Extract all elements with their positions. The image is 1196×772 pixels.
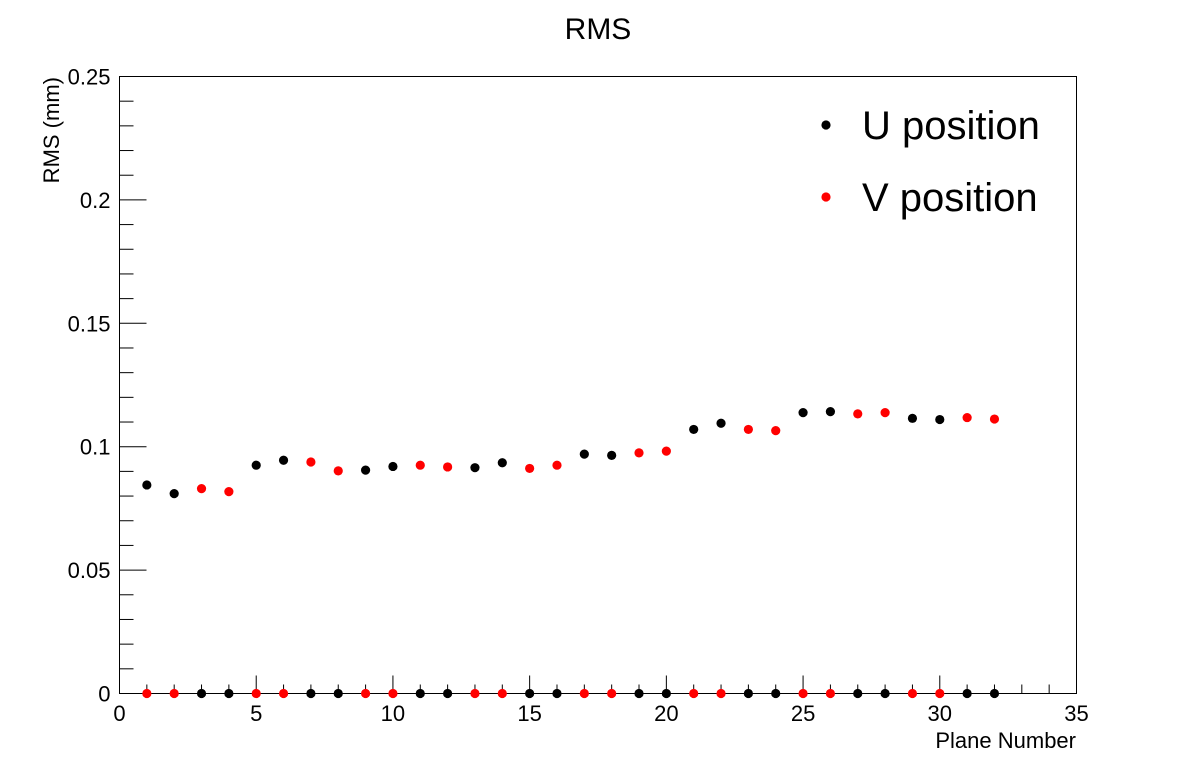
v-position-point bbox=[278, 688, 289, 699]
v-position-point bbox=[443, 462, 453, 472]
v-position-point bbox=[415, 460, 425, 470]
y-tick-label: 0.1 bbox=[80, 435, 111, 460]
u-position-point bbox=[251, 460, 261, 470]
legend: U position V position bbox=[821, 104, 1040, 220]
x-tick-label: 20 bbox=[654, 701, 678, 726]
v-position-point bbox=[169, 688, 179, 699]
v-position-point bbox=[196, 484, 207, 494]
u-position-point bbox=[579, 449, 589, 459]
v-position-point bbox=[607, 688, 617, 699]
legend-marker-v-position bbox=[821, 192, 831, 202]
data-points bbox=[142, 407, 1000, 699]
u-position-point bbox=[962, 688, 972, 699]
v-position-point bbox=[798, 688, 808, 699]
x-tick-label: 15 bbox=[517, 701, 541, 726]
u-position-point bbox=[388, 461, 398, 472]
legend-label-u-position: U position bbox=[862, 104, 1040, 148]
v-position-point bbox=[853, 409, 863, 419]
v-position-point bbox=[525, 463, 535, 474]
v-position-point bbox=[935, 688, 945, 699]
v-position-point bbox=[743, 424, 753, 435]
x-tick-label: 35 bbox=[1064, 701, 1088, 726]
u-position-point bbox=[825, 407, 836, 417]
v-position-point bbox=[579, 688, 589, 699]
v-position-point bbox=[470, 688, 480, 699]
v-position-point bbox=[634, 448, 644, 458]
v-position-point bbox=[251, 688, 261, 699]
x-axis-label: Plane Number bbox=[935, 728, 1076, 753]
v-position-point bbox=[497, 688, 507, 699]
u-position-point bbox=[798, 408, 808, 418]
v-position-point bbox=[962, 412, 972, 423]
u-position-point bbox=[771, 688, 781, 699]
u-position-point bbox=[907, 413, 918, 423]
v-position-point bbox=[716, 688, 726, 699]
u-position-point bbox=[497, 458, 507, 468]
v-position-point bbox=[142, 688, 152, 699]
v-position-point bbox=[333, 466, 343, 476]
legend-marker-u-position bbox=[821, 120, 831, 130]
plot-frame bbox=[119, 76, 1077, 694]
u-position-point bbox=[525, 688, 535, 699]
u-position-point bbox=[716, 418, 726, 428]
u-position-point bbox=[935, 414, 945, 425]
v-position-point bbox=[989, 414, 1000, 424]
y-tick-label: 0.05 bbox=[68, 558, 111, 583]
u-position-point bbox=[607, 450, 617, 460]
x-tick-label: 0 bbox=[113, 701, 125, 726]
chart-title: RMS bbox=[565, 13, 632, 46]
v-position-point bbox=[689, 688, 699, 699]
x-tick-label: 25 bbox=[791, 701, 815, 726]
x-tick-label: 5 bbox=[250, 701, 262, 726]
axes: 0 5 10 15 20 25 30 35 0 0.05 0.1 0.15 0.2 0.25 bbox=[68, 65, 1089, 727]
u-position-point bbox=[880, 688, 890, 699]
u-position-point bbox=[443, 688, 453, 699]
u-position-point bbox=[989, 688, 1000, 699]
v-position-point bbox=[825, 688, 836, 699]
u-position-point bbox=[415, 688, 425, 699]
u-position-point bbox=[634, 688, 644, 699]
u-position-point bbox=[333, 688, 343, 699]
u-position-point bbox=[661, 688, 671, 699]
y-axis-label: RMS (mm) bbox=[39, 77, 64, 183]
v-position-point bbox=[907, 688, 918, 699]
u-position-point bbox=[142, 480, 152, 490]
u-position-point bbox=[689, 424, 699, 435]
v-position-point bbox=[360, 688, 371, 699]
y-tick-label: 0.25 bbox=[68, 65, 111, 90]
u-position-point bbox=[853, 688, 863, 699]
y-tick-label: 0 bbox=[98, 682, 110, 707]
u-position-point bbox=[169, 488, 179, 499]
v-position-point bbox=[224, 487, 234, 497]
x-tick-label: 30 bbox=[928, 701, 952, 726]
u-position-point bbox=[360, 465, 371, 475]
u-position-point bbox=[743, 688, 753, 699]
v-position-point bbox=[771, 426, 781, 436]
legend-label-v-position: V position bbox=[862, 176, 1038, 220]
v-position-point bbox=[552, 460, 562, 470]
u-position-point bbox=[306, 688, 316, 699]
y-tick-label: 0.2 bbox=[80, 188, 111, 213]
v-position-point bbox=[306, 457, 316, 467]
u-position-point bbox=[552, 688, 562, 699]
x-tick-label: 10 bbox=[381, 701, 405, 726]
u-position-point bbox=[224, 688, 234, 699]
u-position-point bbox=[470, 463, 480, 473]
u-position-point bbox=[278, 455, 289, 465]
y-tick-label: 0.15 bbox=[68, 311, 111, 336]
v-position-point bbox=[661, 446, 671, 456]
u-position-point bbox=[196, 688, 207, 699]
v-position-point bbox=[388, 688, 398, 699]
v-position-point bbox=[880, 408, 890, 418]
